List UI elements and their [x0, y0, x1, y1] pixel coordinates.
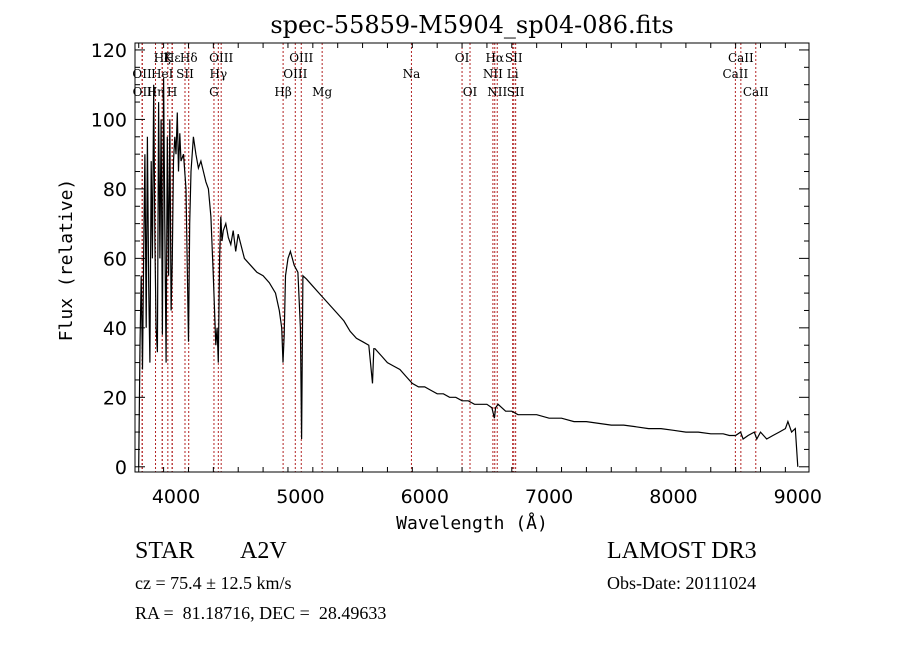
x-tick-label: 8000 — [649, 486, 697, 508]
spectral-line-label: Li — [507, 67, 519, 81]
spectrum-series-line — [138, 77, 799, 467]
spectral-line-label: OII — [133, 85, 153, 99]
spectral-line-label: HeI — [151, 67, 174, 81]
x-tick-label: 7000 — [525, 486, 573, 508]
spectral-line-label: Hζ — [154, 51, 171, 65]
spectral-line-label: G — [209, 85, 219, 99]
survey-name: LAMOST DR3 — [607, 538, 757, 564]
y-tick-label: 80 — [103, 179, 127, 201]
spectral-line-label: CaII — [728, 51, 754, 65]
object-class: STAR — [135, 538, 195, 564]
spectral-line-label: Hε — [164, 51, 181, 65]
spectral-line-label: SII — [507, 85, 525, 99]
spectral-line-label: Hγ — [209, 67, 227, 81]
spectral-line-label: OIII — [289, 51, 313, 65]
x-tick-label: 5000 — [276, 486, 324, 508]
plot-frame — [134, 42, 810, 473]
spectral-line-label: NII — [483, 67, 503, 81]
spectral-line-label: Hη — [147, 85, 165, 99]
y-axis-label: Flux (relative) — [56, 179, 77, 342]
spectral-line-label: Hα — [485, 51, 504, 65]
x-axis-label: Wavelength (Å) — [396, 512, 548, 534]
coords-text: RA = 81.18716, DEC = 28.49633 — [135, 603, 387, 623]
x-tick-label: 9000 — [774, 486, 822, 508]
spectral-line-label: Na — [403, 67, 421, 81]
y-tick-label: 40 — [103, 318, 127, 340]
spectral-line-label: K — [163, 51, 173, 65]
spectral-line-label: OI — [463, 85, 478, 99]
object-subclass: A2V — [240, 538, 287, 564]
x-tick-label: 6000 — [401, 486, 449, 508]
spectral-line-label: OIII — [283, 67, 307, 81]
spectral-line-label: OII — [132, 67, 152, 81]
spectral-line-label: Mg — [312, 85, 332, 99]
spectral-line-label: NII — [487, 85, 507, 99]
redshift-text: cz = 75.4 ± 12.5 km/s — [135, 573, 292, 593]
x-tick-label: 4000 — [152, 486, 200, 508]
y-tick-label: 20 — [103, 387, 127, 409]
spectral-line-label: CaII — [722, 67, 748, 81]
spectral-line-label: OI — [455, 51, 470, 65]
spectral-line-label: H — [167, 85, 177, 99]
spectral-line-label: CaII — [743, 85, 769, 99]
y-tick-label: 100 — [91, 109, 127, 131]
chart-title: spec-55859-M5904_sp04-086.fits — [270, 11, 673, 39]
spectral-line-label: OIII — [209, 51, 233, 65]
y-tick-label: 60 — [103, 248, 127, 270]
obs-date-text: Obs-Date: 20111024 — [607, 573, 757, 593]
spectral-line-label: SII — [505, 51, 523, 65]
spectral-line-label: SII — [176, 67, 194, 81]
y-tick-label: 0 — [115, 457, 127, 479]
spectral-line-label: Hδ — [180, 51, 198, 65]
y-tick-label: 120 — [91, 40, 127, 62]
spectral-line-label: Hβ — [274, 85, 291, 99]
